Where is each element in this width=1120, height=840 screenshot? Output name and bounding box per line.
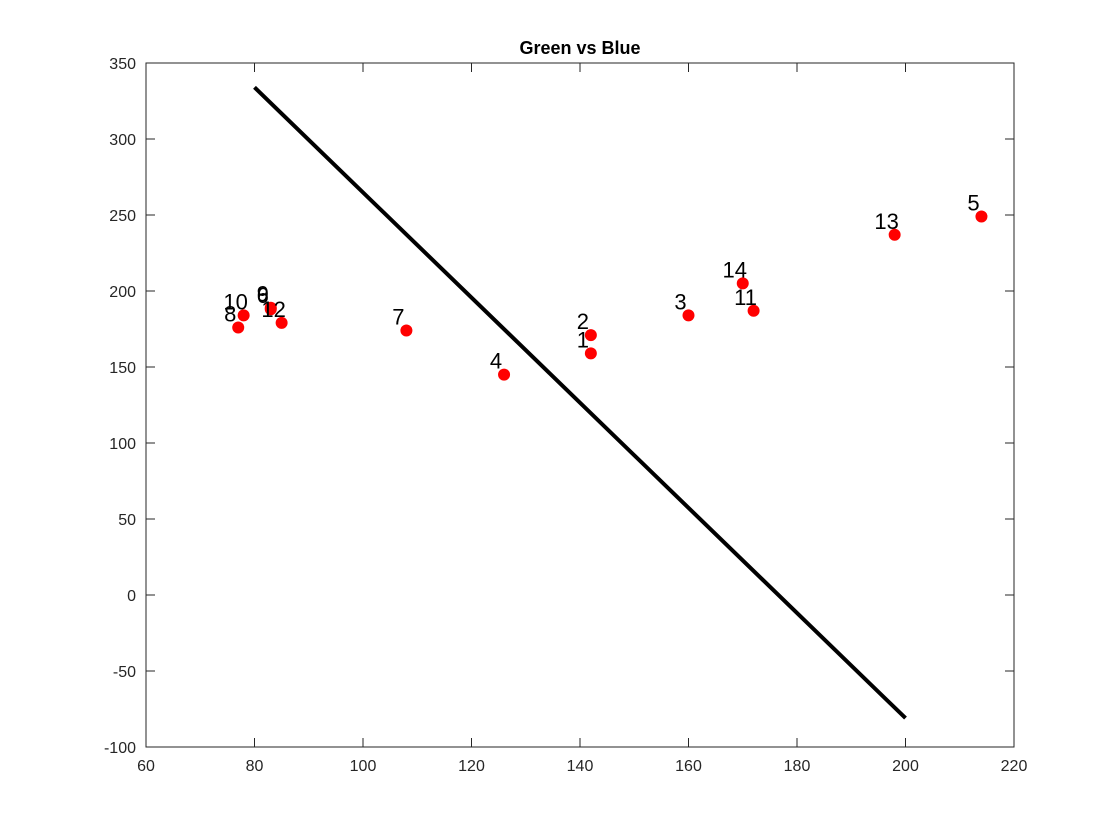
point-label: 2 bbox=[577, 309, 589, 334]
data-point bbox=[232, 321, 245, 334]
y-tick-label: 150 bbox=[109, 360, 136, 377]
point-label: 7 bbox=[392, 305, 404, 330]
y-tick-label: 200 bbox=[109, 284, 136, 301]
point-label: 1 bbox=[577, 327, 589, 352]
x-tick-label: 220 bbox=[1001, 758, 1028, 775]
point-label: 14 bbox=[723, 257, 747, 282]
data-point bbox=[400, 324, 413, 337]
point-label: 4 bbox=[490, 349, 502, 374]
data-point bbox=[237, 309, 250, 322]
point-label: 12 bbox=[261, 297, 285, 322]
point-label: 3 bbox=[674, 289, 686, 314]
point-label: 11 bbox=[734, 285, 757, 310]
point-label: 8 bbox=[224, 301, 236, 326]
decision-line bbox=[253, 85, 907, 720]
data-point bbox=[682, 309, 695, 322]
x-tick-label: 80 bbox=[246, 758, 264, 775]
point-label: 9 bbox=[257, 282, 269, 307]
y-tick-label: 50 bbox=[118, 512, 136, 529]
point-label: 13 bbox=[874, 209, 898, 234]
y-tick-label: 250 bbox=[109, 208, 136, 225]
data-point bbox=[975, 210, 988, 223]
y-tick-label: -100 bbox=[104, 740, 136, 757]
data-point bbox=[264, 301, 277, 314]
x-tick-label: 60 bbox=[137, 758, 155, 775]
y-tick-label: 300 bbox=[109, 132, 136, 149]
data-point bbox=[736, 277, 749, 290]
y-tick-label: 350 bbox=[109, 56, 136, 73]
data-point bbox=[584, 347, 597, 360]
y-tick-label: -50 bbox=[113, 664, 136, 681]
axes-box bbox=[145, 62, 1015, 748]
chart-title: Green vs Blue bbox=[519, 38, 640, 58]
data-point bbox=[747, 304, 760, 317]
y-tick-label: 0 bbox=[127, 588, 136, 605]
data-point bbox=[275, 316, 288, 329]
axis-tick-labels: 60 80 100 120 140 160 180 200 220-100-5005010015… bbox=[104, 56, 1027, 775]
series-layer bbox=[232, 85, 988, 720]
data-point bbox=[584, 329, 597, 342]
data-point bbox=[888, 228, 901, 241]
x-tick-label: 180 bbox=[784, 758, 811, 775]
point-label: 5 bbox=[967, 191, 979, 216]
x-tick-label: 160 bbox=[675, 758, 702, 775]
x-tick-label: 200 bbox=[892, 758, 919, 775]
x-tick-label: 120 bbox=[458, 758, 485, 775]
x-tick-label: 140 bbox=[567, 758, 594, 775]
point-label: 10 bbox=[223, 289, 247, 314]
x-tick-label: 100 bbox=[350, 758, 377, 775]
y-tick-label: 100 bbox=[109, 436, 136, 453]
point-label: 6 bbox=[257, 283, 269, 308]
data-point bbox=[498, 368, 511, 381]
